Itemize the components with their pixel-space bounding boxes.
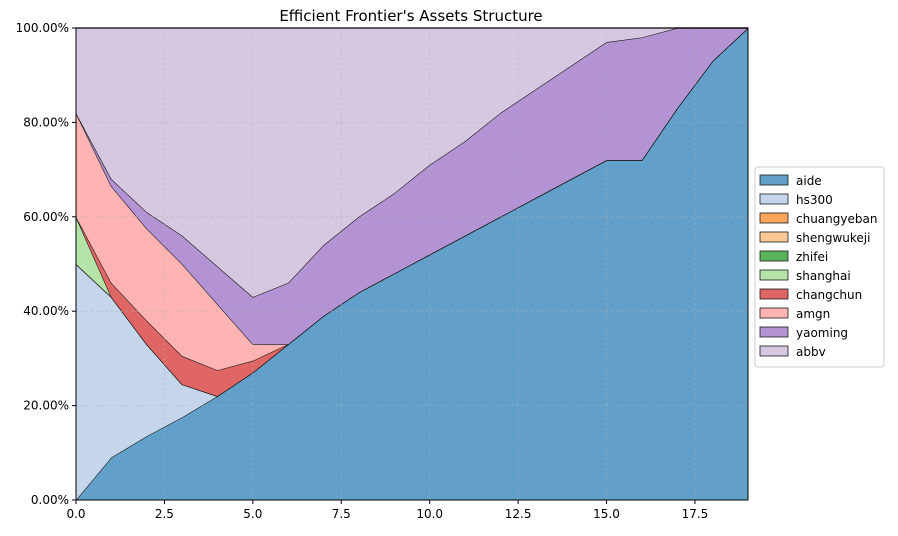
legend-label-yaoming: yaoming bbox=[796, 326, 848, 340]
legend-swatch-abbv bbox=[759, 345, 789, 357]
legend-swatch-amgn bbox=[759, 307, 789, 319]
y-tick-label: 100.00% bbox=[16, 21, 69, 35]
legend-swatch-shanghai bbox=[759, 269, 789, 281]
legend-swatch-changchun bbox=[759, 288, 789, 300]
y-tick-label: 20.00% bbox=[23, 399, 69, 413]
legend-label-shengwukeji: shengwukeji bbox=[796, 231, 870, 245]
legend-label-aide: aide bbox=[796, 174, 822, 188]
y-tick-label: 80.00% bbox=[23, 115, 69, 129]
chart-title: Efficient Frontier's Assets Structure bbox=[279, 7, 542, 25]
x-tick-label: 5.0 bbox=[243, 507, 262, 521]
area-edge-yaoming bbox=[75, 27, 748, 298]
x-tick-label: 12.5 bbox=[505, 507, 532, 521]
legend-swatch-yaoming bbox=[759, 326, 789, 338]
legend-label-shanghai: shanghai bbox=[796, 269, 851, 283]
area-layers bbox=[75, 27, 749, 501]
x-axis: 0.0 2.5 5.0 7.5 10.0 12.5 15.0 17.5 bbox=[66, 500, 708, 521]
legend-label-hs300: hs300 bbox=[796, 193, 833, 207]
legend-swatch-aide bbox=[759, 174, 789, 186]
y-axis: 0.00% 20.00% 40.00% 60.00% 80.00% 100.00% bbox=[16, 21, 76, 507]
y-tick-label: 0.00% bbox=[31, 493, 69, 507]
x-tick-label: 10.0 bbox=[416, 507, 443, 521]
x-tick-label: 2.5 bbox=[155, 507, 174, 521]
legend-label-changchun: changchun bbox=[796, 288, 862, 302]
legend-swatch-hs300 bbox=[759, 193, 789, 205]
legend-label-chuangyeban: chuangyeban bbox=[796, 212, 877, 226]
legend-swatch-zhifei bbox=[759, 250, 789, 262]
x-tick-label: 15.0 bbox=[593, 507, 620, 521]
legend-label-amgn: amgn bbox=[796, 307, 830, 321]
area-abbv bbox=[76, 28, 748, 298]
x-tick-label: 17.5 bbox=[682, 507, 709, 521]
x-tick-label: 0.0 bbox=[66, 507, 85, 521]
plot-frame bbox=[75, 27, 749, 501]
y-tick-label: 40.00% bbox=[23, 304, 69, 318]
legend-label-zhifei: zhifei bbox=[796, 250, 828, 264]
legend: aide hs300 chuangyeban shengwukeji zhifei sha… bbox=[754, 166, 885, 368]
y-tick-label: 60.00% bbox=[23, 210, 69, 224]
x-tick-label: 7.5 bbox=[332, 507, 351, 521]
area-yaoming bbox=[76, 28, 748, 345]
legend-swatch-shengwukeji bbox=[759, 231, 789, 243]
legend-swatch-chuangyeban bbox=[759, 212, 789, 224]
legend-label-abbv: abbv bbox=[796, 345, 826, 359]
